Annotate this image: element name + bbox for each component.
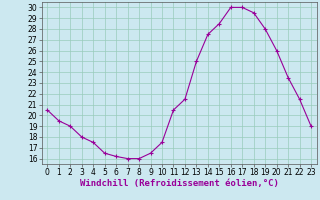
X-axis label: Windchill (Refroidissement éolien,°C): Windchill (Refroidissement éolien,°C): [80, 179, 279, 188]
